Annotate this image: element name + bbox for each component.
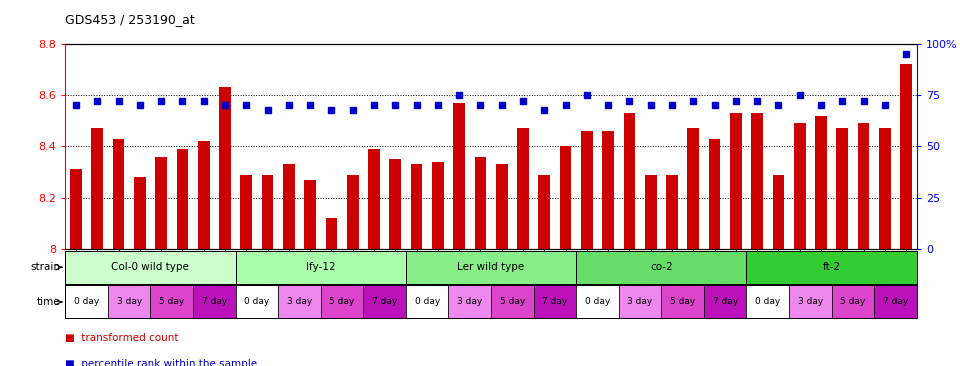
Text: 7 day: 7 day [542, 298, 567, 306]
Bar [240, 175, 252, 249]
Bar [474, 157, 487, 249]
Bar [560, 146, 571, 249]
Bar [517, 128, 529, 249]
Text: 5 day: 5 day [840, 298, 866, 306]
Text: 7 day: 7 day [712, 298, 738, 306]
Text: 0 day: 0 day [756, 298, 780, 306]
Text: 3 day: 3 day [457, 298, 482, 306]
Bar [492, 285, 534, 318]
Bar [576, 285, 619, 318]
Text: 0 day: 0 day [415, 298, 440, 306]
Bar [794, 123, 805, 249]
Bar [539, 175, 550, 249]
Text: Col-0 wild type: Col-0 wild type [111, 262, 189, 272]
Bar [704, 285, 747, 318]
Bar [432, 162, 444, 249]
Text: co-2: co-2 [650, 262, 673, 272]
Bar [108, 285, 151, 318]
Text: 0 day: 0 day [74, 298, 99, 306]
Bar [278, 285, 321, 318]
Bar [534, 285, 576, 318]
Bar [752, 113, 763, 249]
Bar [304, 180, 316, 249]
Bar [857, 123, 870, 249]
Bar [368, 149, 380, 249]
Text: 5 day: 5 day [500, 298, 525, 306]
Bar [831, 285, 875, 318]
Text: lfy-12: lfy-12 [306, 262, 336, 272]
Bar [406, 285, 448, 318]
Text: 5 day: 5 day [329, 298, 354, 306]
Bar [815, 116, 827, 249]
Bar [235, 285, 278, 318]
Bar [325, 218, 337, 249]
Text: 7 day: 7 day [372, 298, 397, 306]
Bar [198, 141, 209, 249]
Text: 7 day: 7 day [883, 298, 908, 306]
Bar [730, 113, 742, 249]
Bar [747, 285, 789, 318]
Bar [406, 251, 576, 284]
Bar [687, 128, 699, 249]
Text: 3 day: 3 day [628, 298, 653, 306]
Bar [151, 285, 193, 318]
Text: 3 day: 3 day [798, 298, 823, 306]
Bar [156, 157, 167, 249]
Bar [708, 139, 720, 249]
Bar [448, 285, 492, 318]
Bar [134, 177, 146, 249]
Bar [576, 251, 747, 284]
Bar [836, 128, 848, 249]
Bar [235, 251, 406, 284]
Bar [177, 149, 188, 249]
Text: 5 day: 5 day [159, 298, 184, 306]
Text: 3 day: 3 day [116, 298, 142, 306]
Bar [581, 131, 592, 249]
Bar [661, 285, 704, 318]
Bar [390, 159, 401, 249]
Bar [91, 128, 103, 249]
Bar [624, 113, 636, 249]
Text: 7 day: 7 day [202, 298, 227, 306]
Text: GDS453 / 253190_at: GDS453 / 253190_at [65, 12, 195, 26]
Text: 3 day: 3 day [287, 298, 312, 306]
Text: Ler wild type: Ler wild type [457, 262, 525, 272]
Bar [453, 103, 465, 249]
Bar [283, 164, 295, 249]
Bar [411, 164, 422, 249]
Bar [219, 87, 230, 249]
Text: ft-2: ft-2 [823, 262, 841, 272]
Text: 0 day: 0 day [585, 298, 611, 306]
Text: ■  transformed count: ■ transformed count [65, 333, 179, 343]
Bar [347, 175, 358, 249]
Bar [65, 285, 108, 318]
Text: strain: strain [31, 262, 60, 272]
Text: 5 day: 5 day [670, 298, 695, 306]
Bar [112, 139, 125, 249]
Bar [262, 175, 274, 249]
Bar [900, 64, 912, 249]
Text: ■  percentile rank within the sample: ■ percentile rank within the sample [65, 359, 257, 366]
Bar [879, 128, 891, 249]
Bar [666, 175, 678, 249]
Bar [495, 164, 508, 249]
Bar [645, 175, 657, 249]
Bar [321, 285, 363, 318]
Bar [875, 285, 917, 318]
Text: time: time [36, 297, 60, 307]
Text: 0 day: 0 day [244, 298, 270, 306]
Bar [193, 285, 235, 318]
Bar [789, 285, 831, 318]
Bar [773, 175, 784, 249]
Bar [747, 251, 917, 284]
Bar [65, 251, 235, 284]
Bar [619, 285, 661, 318]
Bar [70, 169, 82, 249]
Bar [363, 285, 406, 318]
Bar [602, 131, 614, 249]
